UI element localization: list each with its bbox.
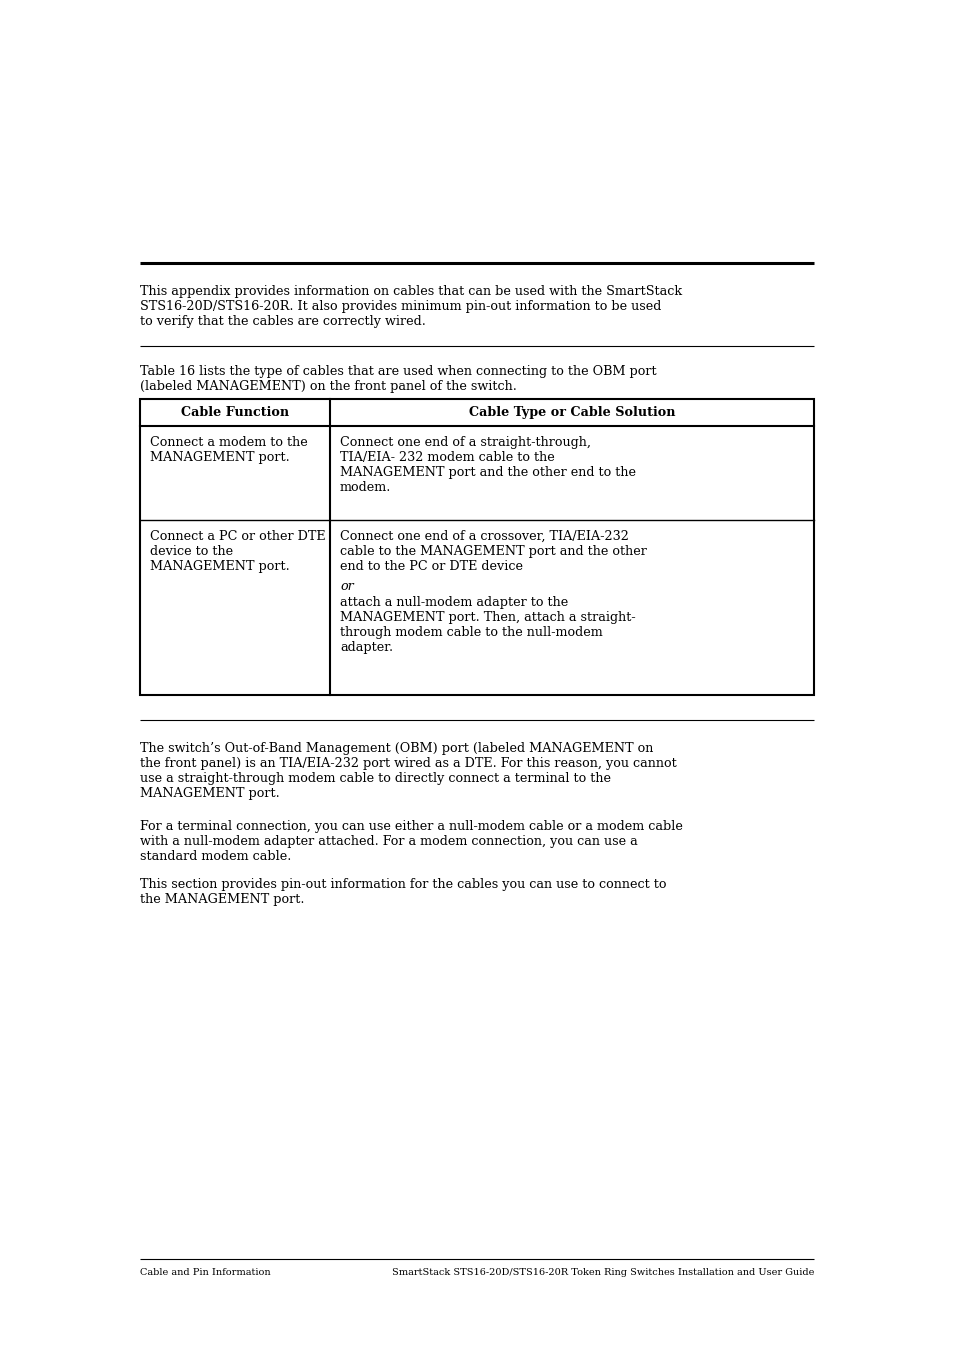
Text: Connect one end of a crossover, TIA/EIA-232: Connect one end of a crossover, TIA/EIA-… (339, 530, 628, 543)
Text: TIA/EIA- 232 modem cable to the: TIA/EIA- 232 modem cable to the (339, 451, 554, 463)
Text: Connect a modem to the: Connect a modem to the (150, 436, 308, 449)
Text: Cable and Pin Information: Cable and Pin Information (140, 1269, 271, 1277)
Text: MANAGEMENT port.: MANAGEMENT port. (140, 788, 279, 800)
Text: the MANAGEMENT port.: the MANAGEMENT port. (140, 893, 304, 907)
Text: The switch’s Out-of-Band Management (OBM) port (labeled MANAGEMENT on: The switch’s Out-of-Band Management (OBM… (140, 742, 653, 755)
Text: Connect a PC or other DTE: Connect a PC or other DTE (150, 530, 325, 543)
Text: standard modem cable.: standard modem cable. (140, 850, 291, 863)
Text: the front panel) is an TIA/EIA-232 port wired as a DTE. For this reason, you can: the front panel) is an TIA/EIA-232 port … (140, 757, 676, 770)
Text: This section provides pin-out information for the cables you can use to connect : This section provides pin-out informatio… (140, 878, 666, 892)
Text: SmartStack STS16-20D/STS16-20R Token Ring Switches Installation and User Guide: SmartStack STS16-20D/STS16-20R Token Rin… (392, 1269, 813, 1277)
Text: For a terminal connection, you can use either a null-modem cable or a modem cabl: For a terminal connection, you can use e… (140, 820, 682, 834)
Text: use a straight-through modem cable to directly connect a terminal to the: use a straight-through modem cable to di… (140, 771, 610, 785)
Text: device to the: device to the (150, 544, 233, 558)
Text: modem.: modem. (339, 481, 391, 494)
Text: Table 16 lists the type of cables that are used when connecting to the OBM port: Table 16 lists the type of cables that a… (140, 365, 656, 378)
Text: attach a null-modem adapter to the: attach a null-modem adapter to the (339, 596, 568, 609)
Bar (140, 399, 813, 694)
Text: with a null-modem adapter attached. For a modem connection, you can use a: with a null-modem adapter attached. For … (140, 835, 638, 848)
Text: cable to the MANAGEMENT port and the other: cable to the MANAGEMENT port and the oth… (339, 544, 646, 558)
Text: MANAGEMENT port. Then, attach a straight-: MANAGEMENT port. Then, attach a straight… (339, 611, 635, 624)
Text: Connect one end of a straight-through,: Connect one end of a straight-through, (339, 436, 590, 449)
Text: This appendix provides information on cables that can be used with the SmartStac: This appendix provides information on ca… (140, 285, 681, 299)
Text: to verify that the cables are correctly wired.: to verify that the cables are correctly … (140, 315, 425, 328)
Text: through modem cable to the null-modem: through modem cable to the null-modem (339, 626, 602, 639)
Text: adapter.: adapter. (339, 640, 393, 654)
Text: end to the PC or DTE device: end to the PC or DTE device (339, 561, 522, 573)
Text: Cable Function: Cable Function (181, 407, 289, 419)
Text: (labeled MANAGEMENT) on the front panel of the switch.: (labeled MANAGEMENT) on the front panel … (140, 380, 517, 393)
Text: Cable Type or Cable Solution: Cable Type or Cable Solution (468, 407, 675, 419)
Text: or: or (339, 580, 354, 593)
Text: MANAGEMENT port and the other end to the: MANAGEMENT port and the other end to the (339, 466, 636, 480)
Text: MANAGEMENT port.: MANAGEMENT port. (150, 561, 290, 573)
Text: STS16-20D/STS16-20R. It also provides minimum pin-out information to be used: STS16-20D/STS16-20R. It also provides mi… (140, 300, 660, 313)
Text: MANAGEMENT port.: MANAGEMENT port. (150, 451, 290, 463)
